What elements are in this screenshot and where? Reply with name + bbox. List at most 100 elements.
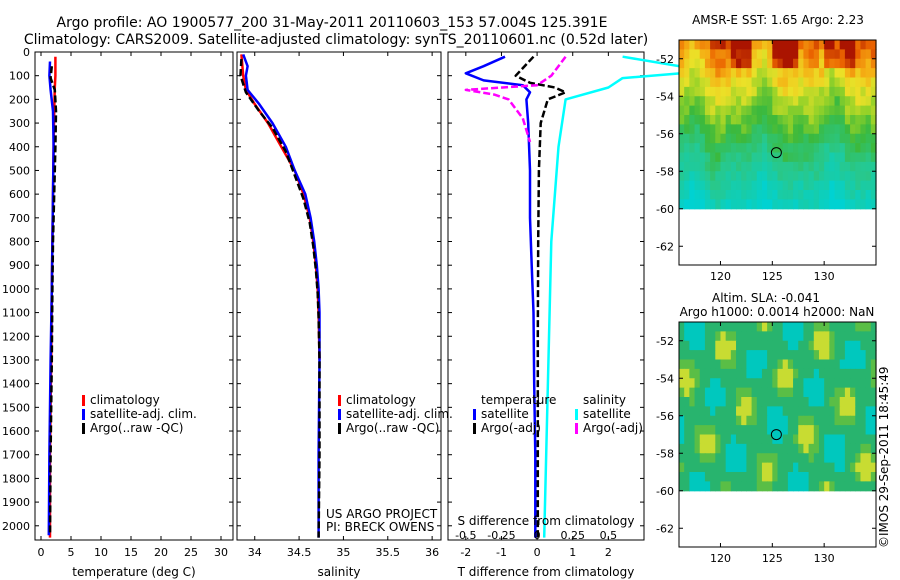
sst-map-cell bbox=[746, 40, 753, 50]
sla-map-cell bbox=[803, 368, 810, 379]
sst-map-cell bbox=[808, 40, 815, 50]
sst-map-cell bbox=[839, 86, 846, 97]
sla-map-cell bbox=[850, 350, 856, 361]
sst-map-cell bbox=[689, 180, 696, 191]
sla-map-cell bbox=[704, 368, 711, 379]
sla-map-cell bbox=[777, 415, 784, 426]
sla-map-cell bbox=[756, 322, 763, 332]
sst-map-cell bbox=[782, 124, 789, 135]
sst-map-xtick-label: 125 bbox=[762, 270, 783, 283]
sla-map-cell bbox=[751, 406, 758, 417]
sla-map-cell bbox=[793, 481, 799, 492]
sla-map-cell bbox=[772, 322, 779, 332]
sst-map-cell bbox=[741, 49, 747, 60]
sla-map-cell bbox=[679, 397, 685, 407]
sst-map-cell bbox=[803, 115, 810, 125]
sla-map-cell bbox=[689, 350, 696, 361]
sla-map-cell bbox=[736, 340, 742, 351]
sla-map-cell bbox=[710, 340, 716, 351]
sst-map-cell bbox=[865, 115, 872, 125]
sst-map-cell bbox=[850, 152, 856, 163]
sst-map-cell bbox=[710, 180, 716, 191]
sla-map-cell bbox=[694, 397, 701, 407]
sst-map-cell bbox=[787, 190, 794, 200]
sst-map-cell bbox=[865, 171, 872, 182]
sst-map-cell bbox=[679, 58, 685, 69]
sla-map-cell bbox=[865, 462, 872, 473]
sst-map-cell bbox=[803, 40, 810, 50]
sla-map-cell bbox=[715, 387, 722, 398]
sst-map-cell bbox=[793, 105, 799, 116]
sst-map-cell bbox=[725, 86, 732, 97]
sla-map-cell bbox=[767, 331, 773, 342]
sst-map-cell bbox=[844, 161, 851, 172]
sst-map-cell bbox=[834, 40, 841, 50]
sst-map-cell bbox=[865, 68, 872, 79]
sst-map-cell bbox=[767, 190, 773, 200]
sla-map-cell bbox=[767, 368, 773, 379]
sla-map-cell bbox=[798, 481, 805, 492]
sla-map-cell bbox=[782, 331, 789, 342]
sla-map-cell bbox=[689, 443, 696, 454]
temperature-xtick-label: 15 bbox=[124, 546, 138, 559]
sla-map-cell bbox=[736, 397, 742, 407]
temperature-ytick-label: 600 bbox=[9, 188, 30, 201]
sla-map-cell bbox=[829, 453, 836, 464]
sst-map-cell bbox=[834, 86, 841, 97]
temperature-legend-label: Argo(..raw -QC) bbox=[90, 421, 183, 435]
sla-map-cell bbox=[782, 322, 789, 332]
sst-map-cell bbox=[694, 133, 701, 144]
sst-map-cell bbox=[855, 40, 862, 50]
sst-map-cell bbox=[860, 68, 867, 79]
sla-map-cell bbox=[834, 434, 841, 445]
sla-map-cell bbox=[679, 340, 685, 351]
sla-map-cell bbox=[694, 331, 701, 342]
sla-map-cell bbox=[694, 462, 701, 473]
sst-map-cell bbox=[829, 124, 836, 135]
sst-map-cell bbox=[798, 115, 805, 125]
sst-map-cell bbox=[767, 105, 773, 116]
sst-map-cell bbox=[850, 40, 856, 50]
sst-map-cell bbox=[782, 96, 789, 107]
sla-map-cell bbox=[834, 331, 841, 342]
sst-map-cell bbox=[741, 152, 747, 163]
sst-map-cell bbox=[767, 86, 773, 97]
sla-map-cell bbox=[855, 350, 862, 361]
sla-map-cell bbox=[684, 415, 690, 426]
sla-map-cell bbox=[684, 462, 690, 473]
sla-map-cell bbox=[803, 462, 810, 473]
sla-map-cell bbox=[839, 397, 846, 407]
sst-map-cell bbox=[767, 77, 773, 88]
sla-map-cell bbox=[844, 350, 851, 361]
sla-map-cell bbox=[720, 472, 727, 482]
sst-map-cell bbox=[813, 96, 820, 107]
sla-map-cell bbox=[730, 397, 737, 407]
salinity-xtick-label: 36 bbox=[425, 546, 439, 559]
sla-map-cell bbox=[699, 350, 706, 361]
sst-map-cell bbox=[850, 190, 856, 200]
temperature-legend-label: climatology bbox=[90, 393, 160, 407]
sst-map-cell bbox=[741, 77, 747, 88]
sla-map-cell bbox=[818, 425, 825, 436]
sst-map-cell bbox=[736, 86, 742, 97]
sla-map-cell bbox=[756, 434, 763, 445]
differences-temp-legend-swatch bbox=[473, 423, 476, 434]
sst-map-cell bbox=[793, 199, 799, 210]
sst-map-cell bbox=[689, 124, 696, 135]
sla-map-cell bbox=[720, 340, 727, 351]
temperature-ytick-label: 800 bbox=[9, 236, 30, 249]
sla-map-cell bbox=[730, 481, 737, 492]
sst-map-cell bbox=[725, 133, 732, 144]
sst-map-cell bbox=[860, 86, 867, 97]
sla-map-cell bbox=[694, 340, 701, 351]
sst-map-cell bbox=[850, 133, 856, 144]
sst-map-cell bbox=[782, 190, 789, 200]
sst-map-cell bbox=[787, 49, 794, 60]
sst-map-cell bbox=[829, 49, 836, 60]
sla-map-cell bbox=[793, 387, 799, 398]
sst-map-cell bbox=[761, 133, 768, 144]
sst-map-cell bbox=[704, 105, 711, 116]
sla-map-cell bbox=[777, 350, 784, 361]
sla-map-cell bbox=[808, 340, 815, 351]
temperature-ytick-label: 1400 bbox=[2, 378, 30, 391]
